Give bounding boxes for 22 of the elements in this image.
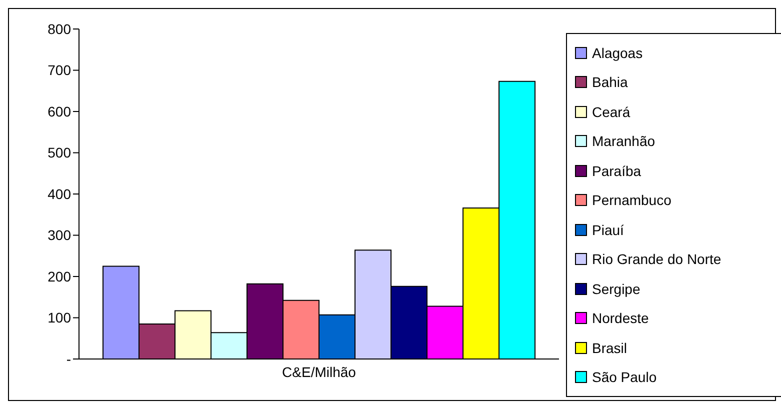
legend-label: São Paulo — [592, 369, 657, 386]
y-tick-label: 700 — [48, 62, 72, 78]
legend-label: Brasil — [592, 340, 628, 356]
legend-label: Pernambuco — [592, 192, 672, 208]
y-tick-label: 800 — [48, 20, 72, 37]
legend-label: Sergipe — [592, 280, 640, 297]
y-tick-label: 200 — [48, 268, 72, 284]
legend-label: Nordeste — [592, 310, 649, 326]
legend-label: Paraíba — [592, 162, 642, 179]
legend-label: Piauí — [592, 222, 624, 238]
x-tick-label: C&E/Milhão — [282, 364, 356, 380]
legend-label: Rio Grande do Norte — [592, 251, 722, 268]
y-tick-label: - — [66, 350, 72, 367]
legend-label: Ceará — [592, 104, 630, 120]
y-tick-label: 400 — [48, 186, 72, 202]
legend-label: Maranhão — [592, 133, 656, 150]
legend-label: Bahia — [592, 74, 628, 90]
legend-label: Alagoas — [592, 44, 643, 61]
y-tick-label: 300 — [48, 227, 72, 244]
y-tick-label: 500 — [48, 144, 72, 161]
y-tick-label: 600 — [48, 103, 72, 120]
y-tick-label: 100 — [48, 310, 72, 326]
